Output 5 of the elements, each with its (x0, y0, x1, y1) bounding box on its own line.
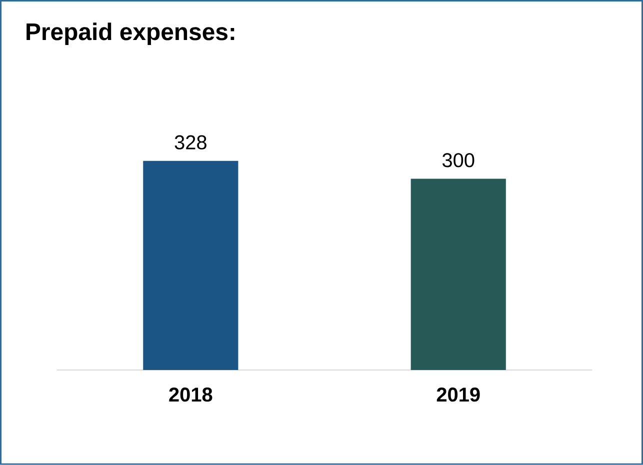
x-tick-label: 2019 (436, 388, 480, 402)
x-tick-label: 2018 (169, 388, 212, 402)
data-label: 300 (442, 153, 474, 168)
data-label: 328 (174, 135, 206, 150)
chart-title: Prepaid expenses: (26, 22, 234, 46)
